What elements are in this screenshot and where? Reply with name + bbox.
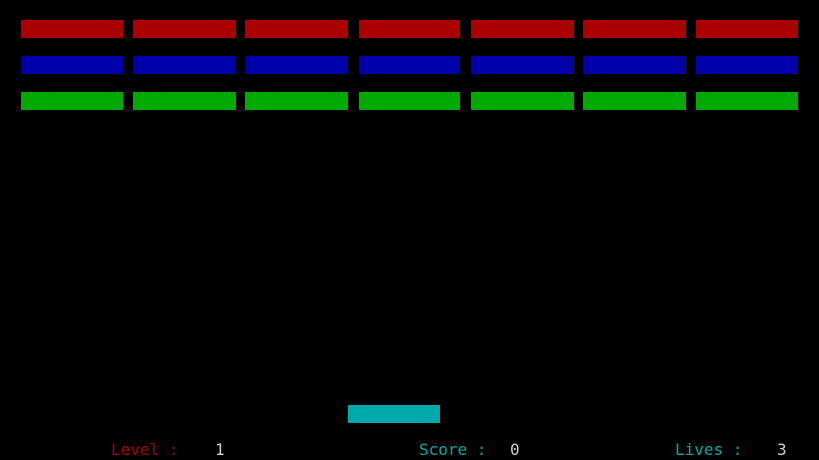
brick-red [471,20,574,38]
brick-row-green [0,92,819,110]
brick-blue [583,56,686,74]
brick-row-red [0,20,819,38]
brick-green [359,92,460,110]
brick-green [696,92,798,110]
brick-blue [471,56,574,74]
paddle[interactable] [348,405,440,423]
level-label: Level : [111,440,179,459]
brick-blue [359,56,460,74]
score-value: 0 [510,440,520,459]
brick-blue [696,56,798,74]
brick-row-blue [0,56,819,74]
brick-red [245,20,348,38]
lives-label: Lives : [675,440,743,459]
brick-blue [245,56,348,74]
brick-red [583,20,686,38]
brick-green [471,92,574,110]
brick-green [245,92,348,110]
lives-value: 3 [777,440,787,459]
brick-green [133,92,236,110]
brick-blue [133,56,236,74]
brick-red [696,20,798,38]
score-label: Score : [419,440,487,459]
brick-red [21,20,123,38]
brick-green [21,92,123,110]
level-value: 1 [215,440,225,459]
brick-red [359,20,460,38]
brick-green [583,92,686,110]
brick-blue [21,56,123,74]
brick-red [133,20,236,38]
